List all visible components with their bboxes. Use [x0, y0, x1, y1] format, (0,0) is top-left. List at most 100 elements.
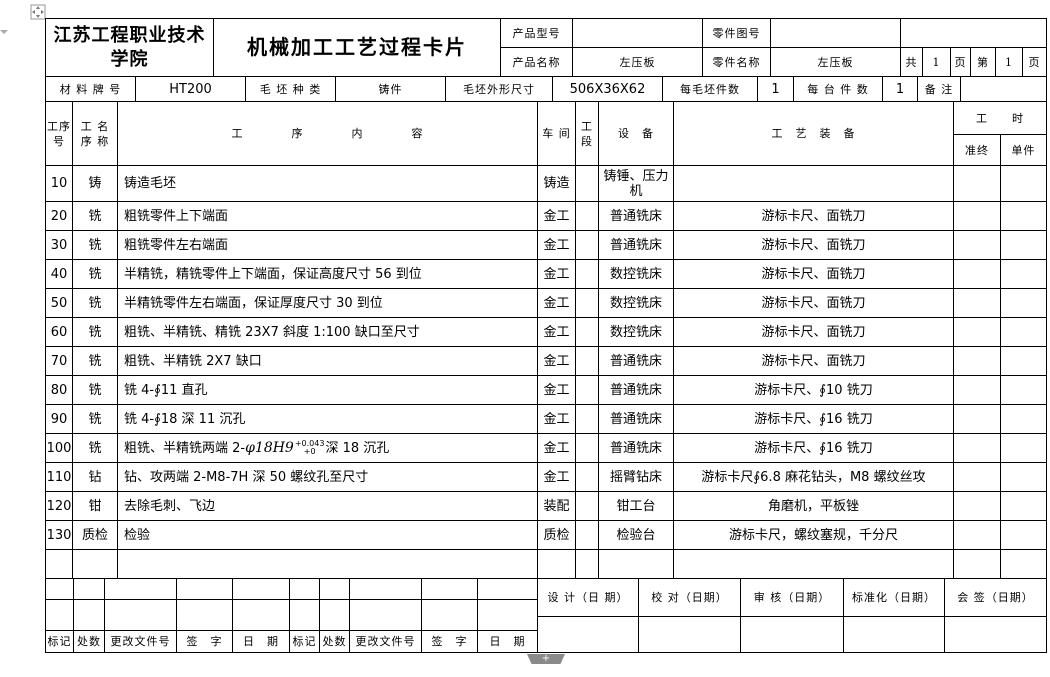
equipment-cell: 数控铣床 [598, 317, 674, 347]
op-no-cell: 30 [45, 230, 73, 260]
op-content-cell: 粗铣、半精铣、精铣 23X7 斜度 1:100 缺口至尺寸 [117, 317, 538, 347]
change-record-cell[interactable] [477, 578, 538, 600]
upper-deviation: +0.043 [294, 439, 325, 448]
prep-time-cell [953, 404, 1001, 434]
prep-time-cell [953, 433, 1001, 463]
add-row-icon[interactable]: + [527, 654, 565, 664]
change-record-cell[interactable] [319, 599, 350, 631]
product-model-label: 产品型号 [500, 18, 573, 48]
prep-time-cell [953, 375, 1001, 405]
change-record-label: 标记 [289, 630, 320, 653]
change-record-cell[interactable] [349, 599, 422, 631]
tooling-cell: 游标卡尺、面铣刀 [673, 346, 954, 376]
change-record-cell[interactable] [73, 599, 105, 631]
product-model-value[interactable] [572, 18, 703, 48]
change-record-cell[interactable] [176, 578, 233, 600]
op-no-cell [45, 549, 73, 579]
part-name-label: 零件名称 [702, 47, 771, 77]
page-unit: 页 [950, 47, 971, 77]
workshop-cell: 装配 [537, 491, 576, 521]
prep-time-cell [953, 491, 1001, 521]
op-no-cell: 130 [45, 520, 73, 550]
op-name-cell: 钳 [72, 491, 118, 521]
unit-time-cell [1000, 317, 1047, 347]
per-blank-value[interactable]: 1 [757, 76, 794, 102]
op-name-cell: 钻 [72, 462, 118, 492]
op-content-cell: 粗铣零件左右端面 [117, 230, 538, 260]
section-cell [575, 549, 599, 579]
equipment-cell: 检验台 [598, 520, 674, 550]
material-grade-value[interactable]: HT200 [135, 76, 246, 102]
unit-time-cell [1000, 462, 1047, 492]
change-record-cell[interactable] [477, 599, 538, 631]
equipment-cell: 数控铣床 [598, 259, 674, 289]
change-record-cell[interactable] [232, 578, 290, 600]
blank-size-value[interactable]: 506X36X62 [552, 76, 663, 102]
change-record-cell[interactable] [289, 578, 320, 600]
equipment-cell: 普通铣床 [598, 201, 674, 231]
equipment-cell: 普通铣床 [598, 230, 674, 260]
op-content-cell: 半精铣，精铣零件上下端面，保证高度尺寸 56 到位 [117, 259, 538, 289]
section-cell [575, 165, 599, 202]
sign-cell[interactable] [537, 616, 639, 653]
part-name-value[interactable]: 左压板 [770, 47, 901, 77]
change-record-cell[interactable] [232, 599, 290, 631]
table-move-handle-icon[interactable] [30, 4, 46, 20]
blank-type-value[interactable]: 铸件 [335, 76, 446, 102]
change-record-cell[interactable] [73, 578, 105, 600]
tooling-cell: 游标卡尺、面铣刀 [673, 317, 954, 347]
product-name-value[interactable]: 左压板 [572, 47, 703, 77]
unit-time-cell [1000, 346, 1047, 376]
change-record-cell[interactable] [104, 578, 177, 600]
op-name-cell: 铣 [72, 230, 118, 260]
workshop-cell: 金工 [537, 462, 576, 492]
prep-time-cell [953, 165, 1001, 202]
remark-value[interactable] [960, 76, 1047, 102]
sign-label: 标准化（日期） [843, 578, 945, 617]
tooling-cell: 游标卡尺，螺纹塞规，千分尺 [673, 520, 954, 550]
change-record-cell[interactable] [176, 599, 233, 631]
change-record-cell[interactable] [45, 578, 74, 600]
content-suffix: 深 18 沉孔 [325, 440, 390, 456]
sign-cell[interactable] [944, 616, 1047, 653]
unit-time-cell [1000, 520, 1047, 550]
change-record-cell[interactable] [45, 599, 74, 631]
op-no-cell: 40 [45, 259, 73, 289]
section-cell [575, 375, 599, 405]
col-content: 工 序 内 容 [117, 101, 538, 166]
section-cell [575, 346, 599, 376]
tooling-cell [673, 549, 954, 579]
sign-cell[interactable] [740, 616, 844, 653]
op-name-cell: 铣 [72, 375, 118, 405]
section-cell [575, 259, 599, 289]
total-pages: 1 [922, 47, 951, 77]
op-no-cell: 70 [45, 346, 73, 376]
change-record-cell[interactable] [421, 578, 478, 600]
change-record-cell[interactable] [289, 599, 320, 631]
tooling-cell: 角磨机，平板锉 [673, 491, 954, 521]
part-drawing-value[interactable] [770, 18, 901, 48]
col-section: 工 段 [575, 101, 599, 166]
op-no-cell: 20 [45, 201, 73, 231]
per-blank-label: 每毛坯件数 [662, 76, 758, 102]
unit-time-cell [1000, 491, 1047, 521]
unit-time-cell [1000, 404, 1047, 434]
col-op-no: 工序号 [45, 101, 73, 166]
sign-cell[interactable] [843, 616, 945, 653]
change-record-cell[interactable] [421, 599, 478, 631]
sign-cell[interactable] [638, 616, 741, 653]
section-cell [575, 462, 599, 492]
workshop-cell: 金工 [537, 375, 576, 405]
tolerance: +0.043 +0 [295, 440, 325, 456]
change-record-cell[interactable] [319, 578, 350, 600]
per-unit-value[interactable]: 1 [882, 76, 918, 102]
change-record-label: 签 字 [421, 630, 478, 653]
prep-time-cell [953, 201, 1001, 231]
current-label: 第 [970, 47, 996, 77]
change-record-cell[interactable] [349, 578, 422, 600]
prep-time-cell [953, 288, 1001, 318]
op-no-cell: 110 [45, 462, 73, 492]
change-record-cell[interactable] [104, 599, 177, 631]
unit-time-cell [1000, 433, 1047, 463]
equipment-cell: 普通铣床 [598, 375, 674, 405]
